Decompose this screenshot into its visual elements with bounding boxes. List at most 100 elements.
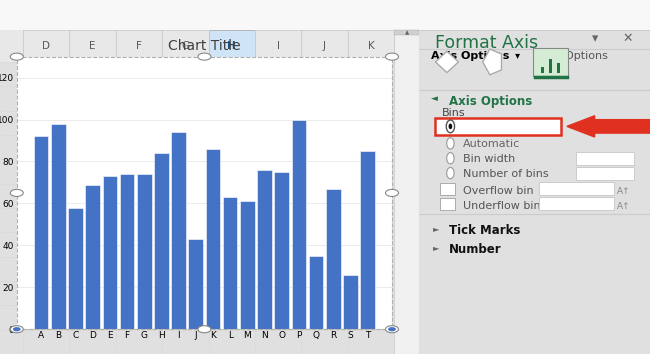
Point <box>112 60 120 64</box>
Text: 11.0: 11.0 <box>555 202 578 212</box>
Bar <box>360 151 375 329</box>
Bar <box>541 67 544 73</box>
Point <box>344 60 352 64</box>
Text: Overflow bin: Overflow bin <box>463 186 534 196</box>
Point <box>66 60 73 64</box>
Point <box>563 75 571 79</box>
Point <box>298 28 305 32</box>
Text: 4.0: 4.0 <box>597 155 613 165</box>
Bar <box>103 176 117 329</box>
Text: Axis Options: Axis Options <box>431 51 509 61</box>
FancyBboxPatch shape <box>209 30 255 62</box>
Bar <box>549 59 552 73</box>
Text: ✕: ✕ <box>622 32 633 45</box>
FancyBboxPatch shape <box>0 30 23 62</box>
Bar <box>557 63 560 73</box>
Text: Automatic: Automatic <box>463 139 521 149</box>
Bar <box>240 201 255 329</box>
FancyBboxPatch shape <box>302 30 348 62</box>
Text: Underflow bin: Underflow bin <box>463 201 541 211</box>
Text: A↑: A↑ <box>617 202 630 211</box>
Point <box>19 60 27 64</box>
FancyBboxPatch shape <box>439 198 456 210</box>
Title: Chart Title: Chart Title <box>168 39 240 53</box>
FancyBboxPatch shape <box>394 30 419 354</box>
Text: Tick Marks: Tick Marks <box>449 224 521 237</box>
Point <box>19 28 27 32</box>
Point <box>298 60 305 64</box>
FancyBboxPatch shape <box>23 30 70 62</box>
Circle shape <box>447 120 454 133</box>
Text: Number of bins: Number of bins <box>463 169 549 179</box>
FancyBboxPatch shape <box>255 30 302 62</box>
Text: J: J <box>323 41 326 51</box>
Text: ▲: ▲ <box>404 30 409 35</box>
Text: ◄: ◄ <box>431 94 437 103</box>
Bar <box>292 120 306 329</box>
Text: D: D <box>42 41 50 51</box>
Point <box>251 28 259 32</box>
Text: By Category: By Category <box>463 122 532 132</box>
Bar <box>68 207 83 329</box>
Circle shape <box>447 167 454 179</box>
Text: Text Options: Text Options <box>540 51 608 61</box>
FancyBboxPatch shape <box>116 30 162 62</box>
Point <box>66 28 73 32</box>
Text: I: I <box>277 41 280 51</box>
FancyArrow shape <box>567 116 650 137</box>
Bar <box>257 170 272 329</box>
FancyBboxPatch shape <box>576 167 634 180</box>
Bar <box>154 153 169 329</box>
Point <box>530 75 538 79</box>
Text: F: F <box>136 41 142 51</box>
Text: G: G <box>181 41 189 51</box>
Text: 20: 20 <box>599 170 612 180</box>
Text: ►: ► <box>433 243 439 252</box>
Text: Bins: Bins <box>442 108 466 118</box>
Bar <box>137 174 151 329</box>
Point <box>205 28 213 32</box>
Text: ▾: ▾ <box>592 32 599 45</box>
Text: ▾: ▾ <box>512 51 519 61</box>
Text: E: E <box>90 41 96 51</box>
FancyBboxPatch shape <box>539 197 614 210</box>
Bar <box>205 149 220 329</box>
Point <box>159 28 166 32</box>
FancyBboxPatch shape <box>539 182 614 195</box>
Circle shape <box>448 124 452 129</box>
Bar <box>85 184 100 329</box>
FancyBboxPatch shape <box>419 0 650 30</box>
Point <box>112 28 120 32</box>
Text: A↑: A↑ <box>617 187 630 196</box>
Point <box>205 60 213 64</box>
Point <box>344 28 352 32</box>
Text: Format Axis: Format Axis <box>436 34 539 52</box>
FancyBboxPatch shape <box>0 0 419 30</box>
Bar <box>34 136 49 329</box>
Point <box>159 60 166 64</box>
Text: K: K <box>367 41 374 51</box>
Circle shape <box>447 153 454 164</box>
Bar <box>51 124 66 329</box>
Bar <box>343 275 358 329</box>
Bar <box>223 197 237 329</box>
Text: 133.0: 133.0 <box>552 187 582 197</box>
Bar <box>188 239 203 329</box>
Text: Axis Options: Axis Options <box>449 95 532 108</box>
FancyBboxPatch shape <box>162 30 209 62</box>
FancyBboxPatch shape <box>394 30 419 35</box>
Text: ►: ► <box>433 224 439 233</box>
FancyBboxPatch shape <box>576 152 634 165</box>
Point <box>251 60 259 64</box>
FancyBboxPatch shape <box>534 48 568 76</box>
Bar <box>326 189 341 329</box>
Point <box>390 60 398 64</box>
Text: Number: Number <box>449 243 502 256</box>
FancyBboxPatch shape <box>348 30 394 62</box>
Bar <box>120 174 135 329</box>
Bar <box>309 256 324 329</box>
Polygon shape <box>483 49 502 75</box>
Text: H: H <box>227 41 236 51</box>
FancyBboxPatch shape <box>439 183 456 195</box>
Text: Bin width: Bin width <box>463 154 515 164</box>
